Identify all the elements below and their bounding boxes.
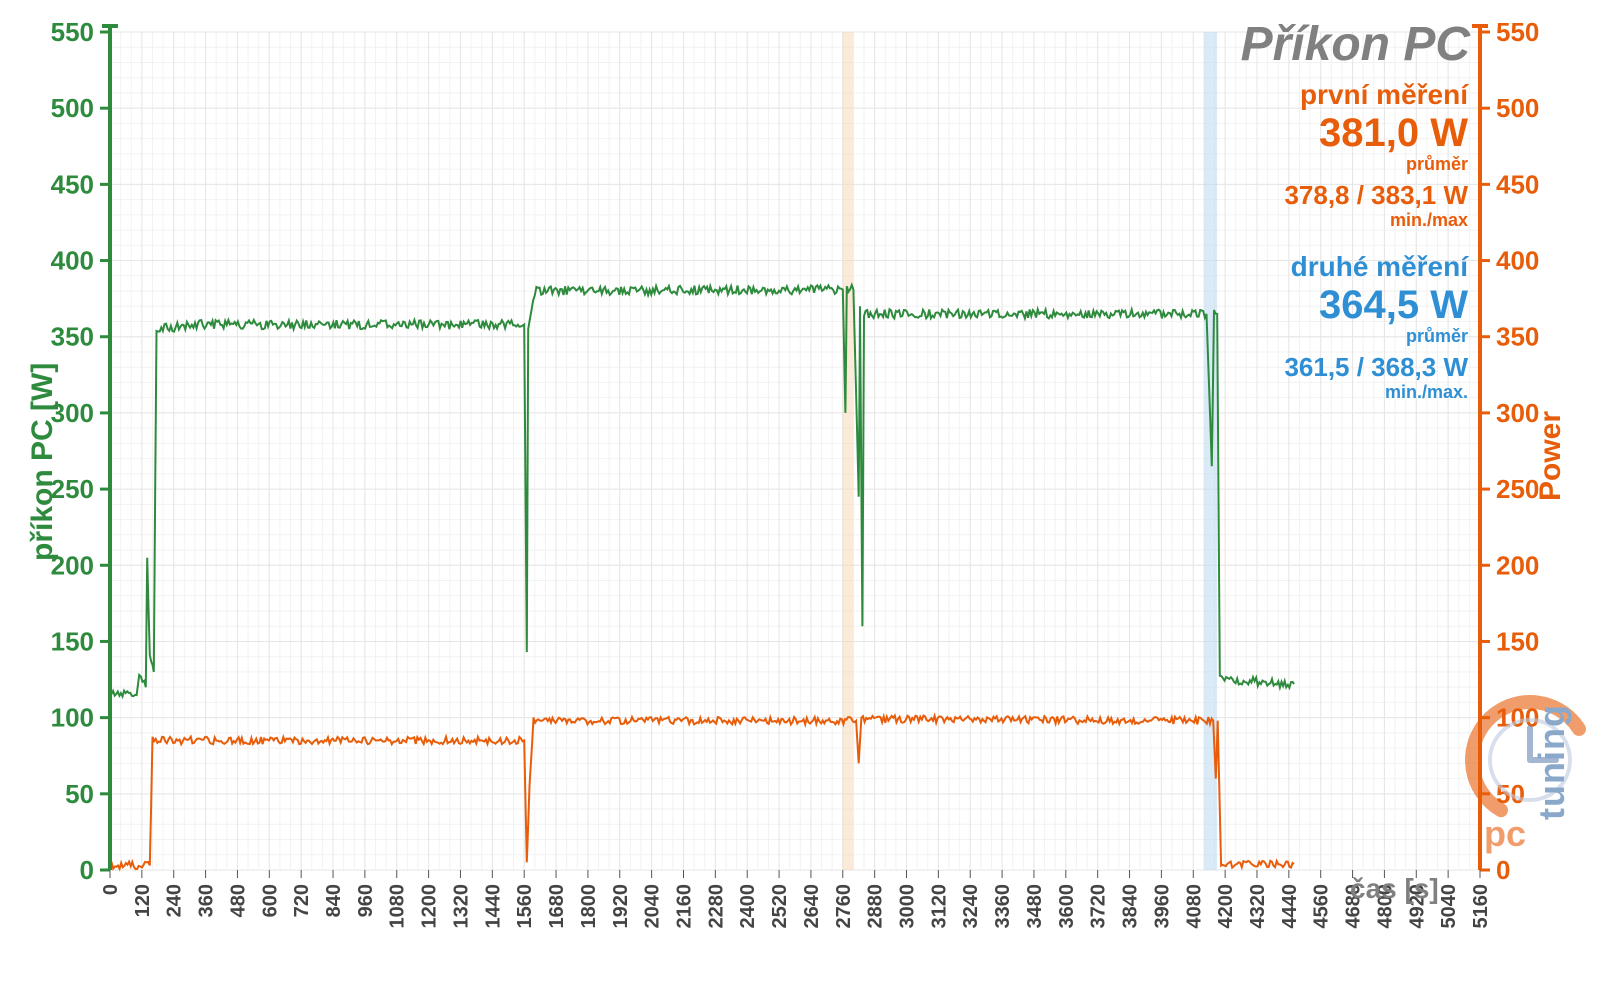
x-tick: 600 — [259, 884, 281, 917]
y-right-tick: 450 — [1496, 169, 1539, 199]
x-tick: 480 — [227, 884, 249, 917]
y-left-tick: 400 — [51, 246, 94, 276]
x-tick: 3000 — [897, 884, 919, 929]
x-tick: 840 — [323, 884, 345, 917]
svg-text:pc: pc — [1484, 813, 1526, 854]
x-tick: 2280 — [705, 884, 727, 929]
x-tick: 2400 — [737, 884, 759, 929]
annotation-text: druhé měření — [1291, 251, 1470, 282]
x-tick: 240 — [164, 884, 186, 917]
y-right-tick: 400 — [1496, 246, 1539, 276]
y-left-tick: 350 — [51, 322, 94, 352]
annotation-text: min./max. — [1385, 382, 1468, 402]
x-tick: 3360 — [992, 884, 1014, 929]
y-right-tick: 350 — [1496, 322, 1539, 352]
annotation-text: průměr — [1406, 154, 1468, 174]
x-tick: 2520 — [769, 884, 791, 929]
x-tick: 1320 — [450, 884, 472, 929]
y-left-tick: 150 — [51, 626, 94, 656]
x-tick: 1560 — [514, 884, 536, 929]
x-axis-label: čas [s] — [1350, 873, 1439, 904]
x-tick: 120 — [132, 884, 154, 917]
annotation-text: min./max — [1390, 210, 1468, 230]
x-tick: 3240 — [960, 884, 982, 929]
x-tick: 2160 — [673, 884, 695, 929]
x-tick: 3840 — [1120, 884, 1142, 929]
x-tick: 1680 — [546, 884, 568, 929]
annotation-text: 361,5 / 368,3 W — [1284, 352, 1468, 382]
annotation-text: 364,5 W — [1319, 283, 1468, 327]
y-left-tick: 550 — [51, 17, 94, 47]
y-right-tick: 300 — [1496, 398, 1539, 428]
y-left-tick: 0 — [80, 855, 94, 885]
x-tick: 4320 — [1247, 884, 1269, 929]
x-tick: 3120 — [928, 884, 950, 929]
x-tick: 2040 — [642, 884, 664, 929]
x-tick: 960 — [355, 884, 377, 917]
x-tick: 2760 — [833, 884, 855, 929]
x-tick: 3480 — [1024, 884, 1046, 929]
x-tick: 1920 — [610, 884, 632, 929]
x-tick: 1080 — [387, 884, 409, 929]
y-right-tick: 150 — [1496, 626, 1539, 656]
y-right-tick: 550 — [1496, 17, 1539, 47]
x-tick: 0 — [100, 884, 122, 895]
x-tick: 1800 — [578, 884, 600, 929]
x-tick: 4440 — [1279, 884, 1301, 929]
x-tick: 2640 — [801, 884, 823, 929]
x-tick: 2880 — [865, 884, 887, 929]
y-left-tick: 450 — [51, 169, 94, 199]
x-tick: 5160 — [1470, 884, 1492, 929]
y-right-tick: 250 — [1496, 474, 1539, 504]
power-chart: 0501001502002503003504004505005500501001… — [0, 0, 1600, 1008]
y-left-label: příkon PC [W] — [26, 363, 59, 561]
y-right-tick: 0 — [1496, 855, 1510, 885]
y-right-tick: 500 — [1496, 93, 1539, 123]
y-left-tick: 500 — [51, 93, 94, 123]
x-tick: 4080 — [1183, 884, 1205, 929]
x-tick: 360 — [196, 884, 218, 917]
chart-svg: 0501001502002503003504004505005500501001… — [0, 0, 1600, 1008]
x-tick: 1440 — [482, 884, 504, 929]
y-right-tick: 200 — [1496, 550, 1539, 580]
x-tick: 3600 — [1056, 884, 1078, 929]
x-tick: 1200 — [419, 884, 441, 929]
x-tick: 4560 — [1311, 884, 1333, 929]
svg-text:tuning: tuning — [1531, 704, 1572, 820]
annotation-text: průměr — [1406, 326, 1468, 346]
y-left-tick: 100 — [51, 703, 94, 733]
x-tick: 5040 — [1438, 884, 1460, 929]
x-tick: 3960 — [1151, 884, 1173, 929]
annotation-text: první měření — [1300, 79, 1469, 110]
x-tick: 720 — [291, 884, 313, 917]
x-tick: 4200 — [1215, 884, 1237, 929]
y-right-label: Power — [1534, 411, 1567, 501]
chart-title: Příkon PC — [1241, 18, 1472, 71]
y-left-tick: 50 — [65, 779, 94, 809]
annotation-text: 381,0 W — [1319, 111, 1468, 155]
annotation-text: 378,8 / 383,1 W — [1284, 180, 1468, 210]
x-tick: 3720 — [1088, 884, 1110, 929]
